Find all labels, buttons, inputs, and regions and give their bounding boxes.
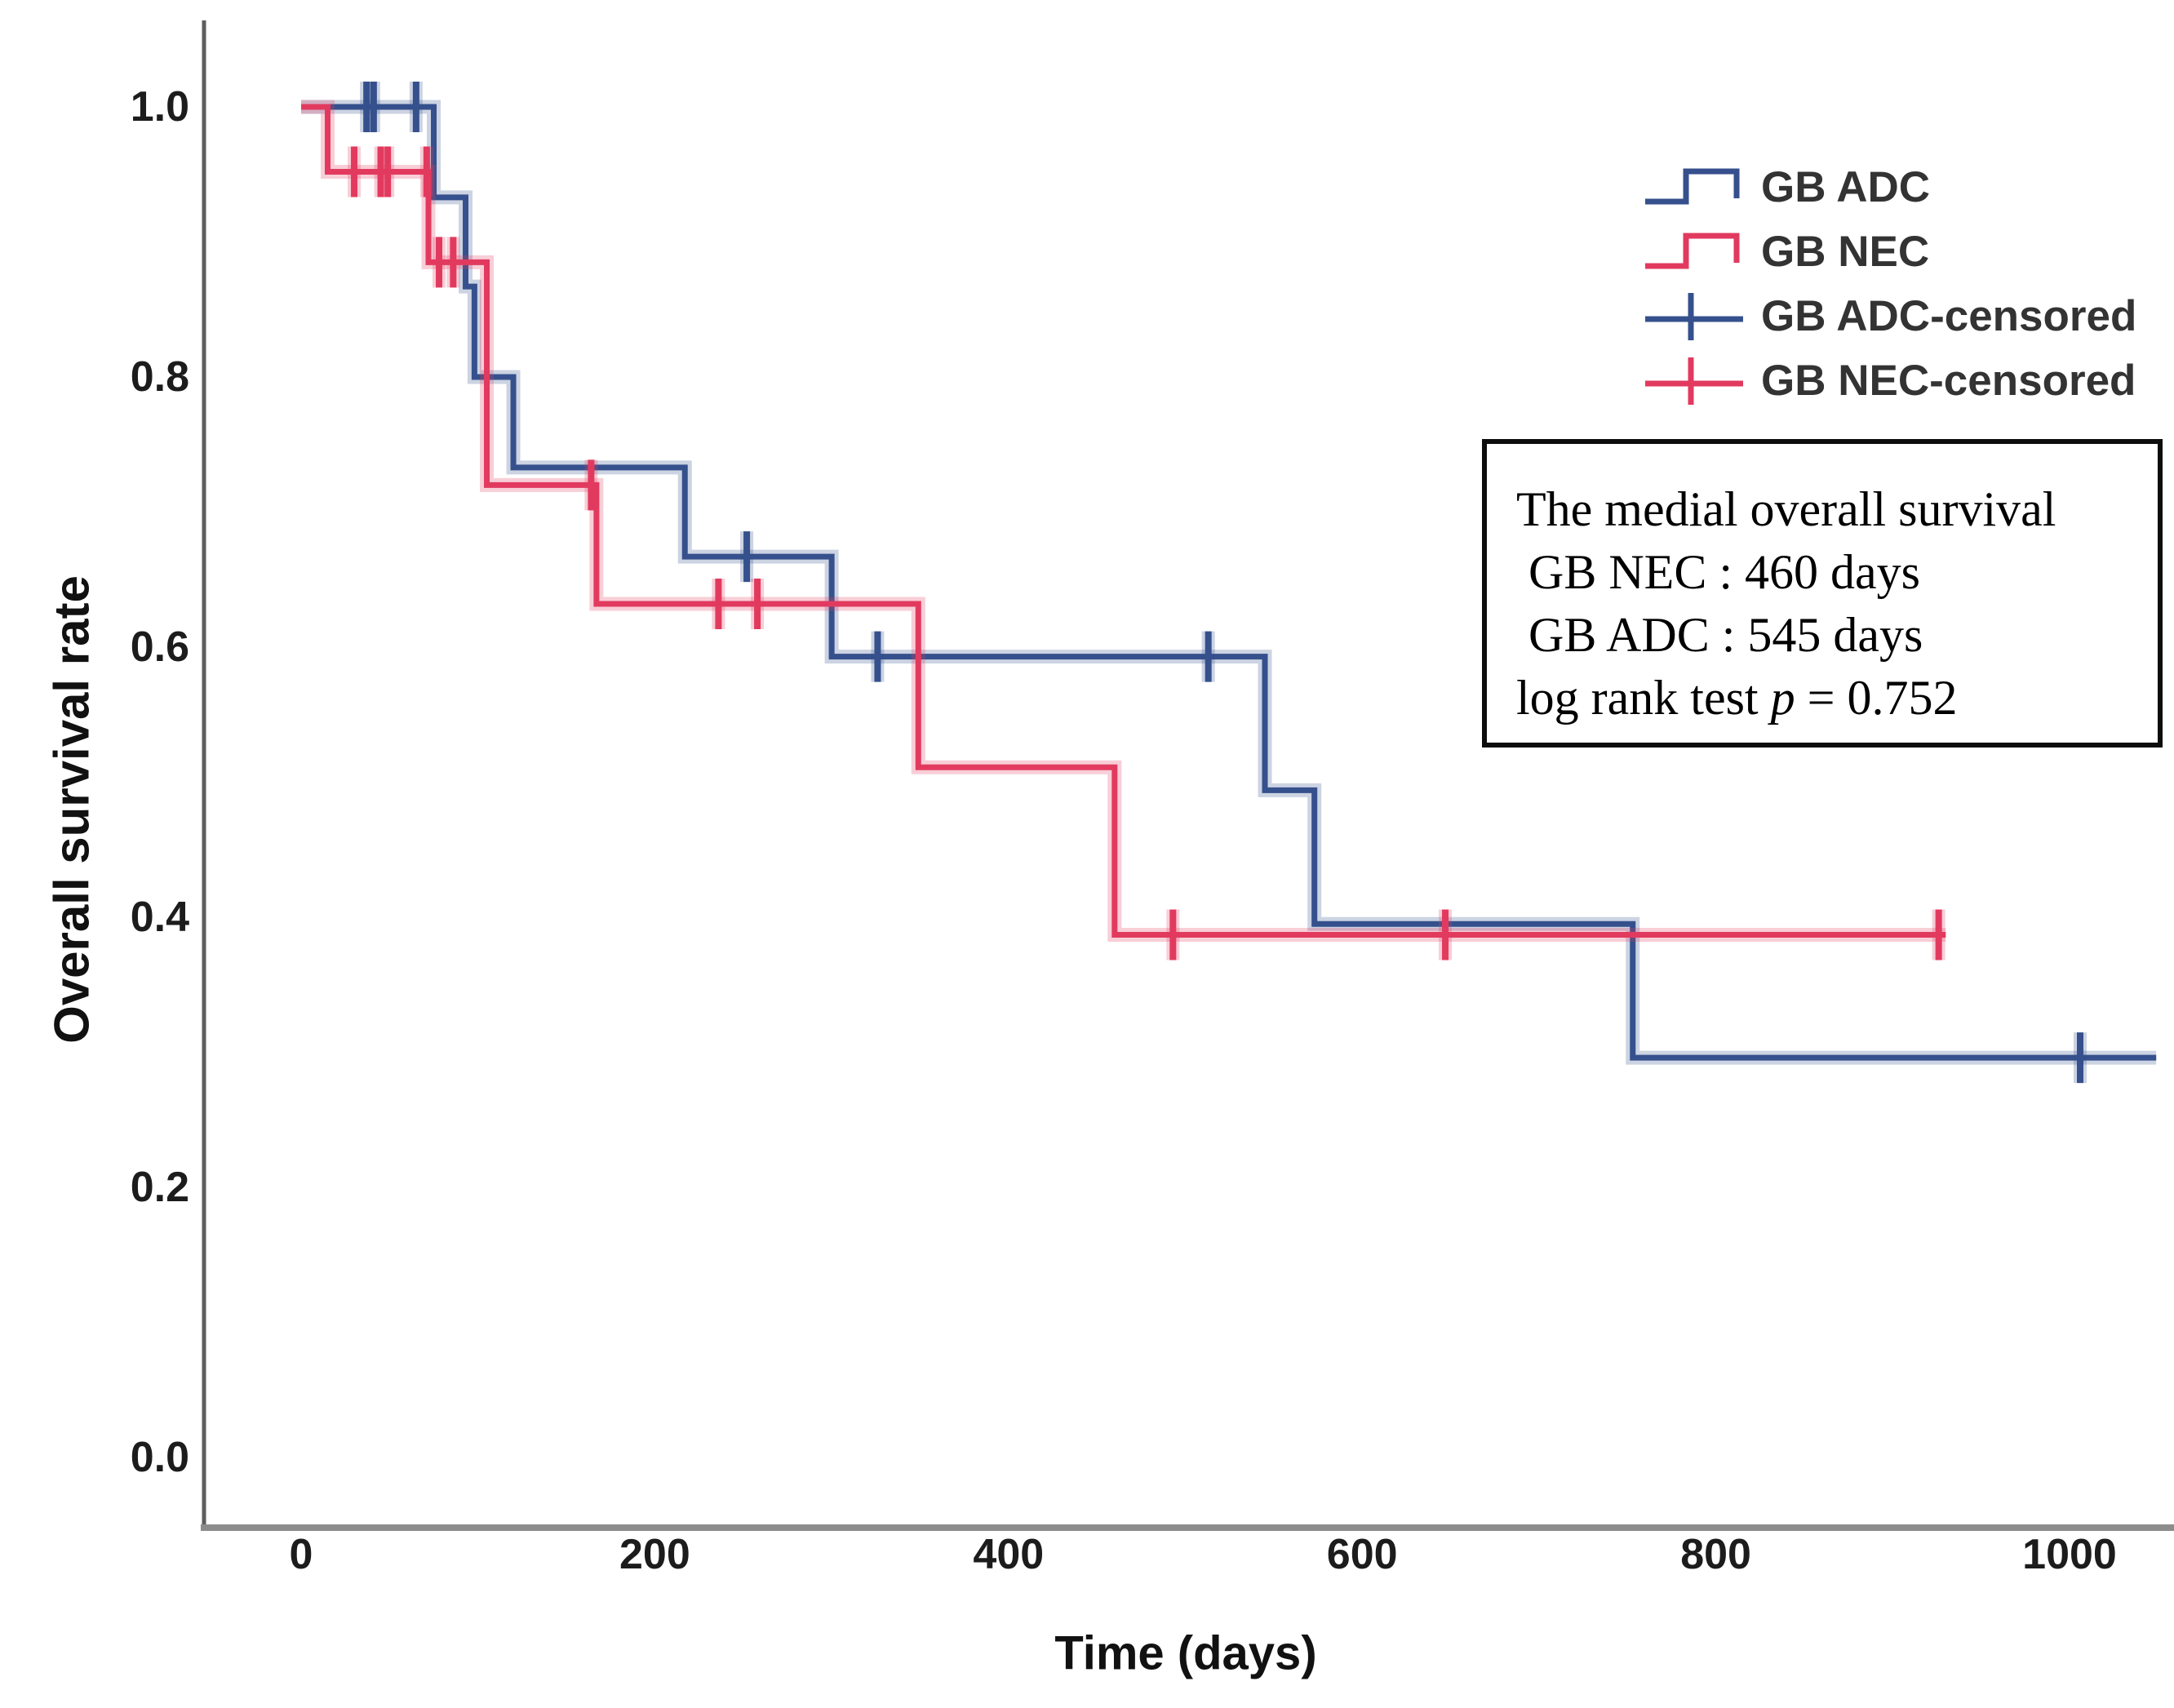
legend-item-gb-nec-censored: GB NEC-censored (1642, 348, 2136, 413)
y-tick-label: 0.0 (130, 1434, 189, 1481)
step-line-icon (1645, 168, 1740, 204)
step-line-icon (1645, 233, 1740, 268)
survival-curve-gb-adc (301, 104, 2157, 1061)
x-tick-label: 0 (289, 1531, 313, 1578)
legend-item-gb-nec: GB NEC (1642, 220, 2136, 284)
logrank-value: = 0.752 (1795, 671, 1958, 725)
y-tick-label: 1.0 (130, 83, 189, 131)
legend-label: GB NEC (1761, 228, 1930, 276)
logrank-p-symbol: p (1770, 671, 1795, 725)
x-tick-label: 800 (1680, 1531, 1751, 1578)
x-axis-title: Time (days) (1054, 1626, 1317, 1680)
annotation-line-title: The medial overall survival (1516, 482, 2056, 536)
legend-item-gb-adc-censored: GB ADC-censored (1642, 284, 2136, 348)
y-tick-label: 0.6 (130, 623, 189, 671)
annotation-line-adc-median: GB ADC : 545 days (1516, 608, 1923, 662)
legend-item-gb-adc: GB ADC (1642, 155, 2136, 220)
x-tick-label: 200 (619, 1531, 690, 1578)
legend-label: GB ADC-censored (1761, 292, 2137, 340)
legend-label: GB NEC-censored (1761, 357, 2136, 405)
median-survival-annotation-box: The medial overall survival GB NEC : 460… (1482, 439, 2163, 748)
x-tick-label: 400 (973, 1531, 1045, 1578)
y-tick-label: 0.4 (130, 894, 189, 941)
x-tick-label: 1000 (2022, 1531, 2117, 1578)
annotation-line-nec-median: GB NEC : 460 days (1516, 545, 1920, 599)
x-tick-label: 600 (1326, 1531, 1398, 1578)
plus-marker-icon (1645, 292, 1743, 340)
survival-curve-gb-nec (301, 104, 1946, 938)
plus-marker-icon (1645, 357, 1743, 405)
annotation-line-logrank: log rank test p = 0.752 (1516, 667, 2158, 730)
legend-label: GB ADC (1761, 163, 1931, 211)
legend: GB ADC GB NEC GB ADC-censored GB NEC-cen… (1642, 155, 2136, 413)
y-tick-label: 0.2 (130, 1164, 189, 1211)
y-tick-label: 0.8 (130, 353, 189, 401)
logrank-prefix: log rank test (1516, 671, 1771, 725)
